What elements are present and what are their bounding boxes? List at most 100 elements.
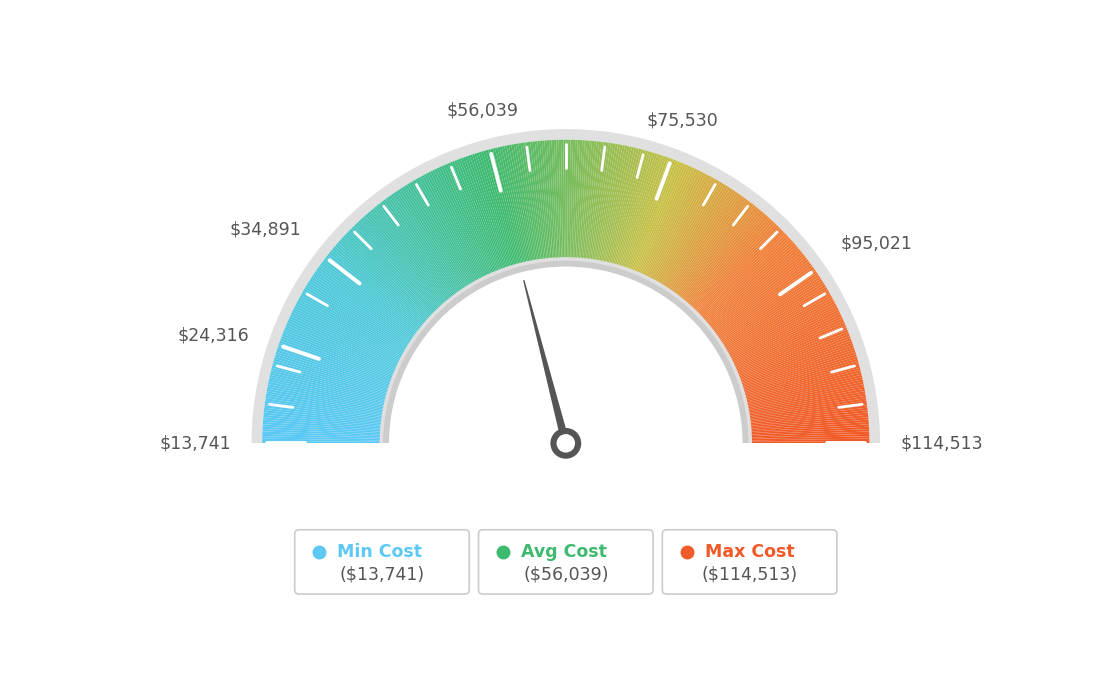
Wedge shape xyxy=(401,187,467,288)
Wedge shape xyxy=(507,145,531,262)
Wedge shape xyxy=(595,144,616,261)
Wedge shape xyxy=(740,340,852,382)
Wedge shape xyxy=(546,140,555,259)
Wedge shape xyxy=(422,175,479,281)
Wedge shape xyxy=(729,299,835,357)
Wedge shape xyxy=(263,422,381,432)
Wedge shape xyxy=(713,259,808,333)
Wedge shape xyxy=(380,257,752,443)
Wedge shape xyxy=(351,227,436,313)
Wedge shape xyxy=(433,170,486,277)
Wedge shape xyxy=(723,285,826,348)
Wedge shape xyxy=(750,413,868,426)
Wedge shape xyxy=(542,141,553,259)
Wedge shape xyxy=(269,377,385,404)
Wedge shape xyxy=(633,160,678,271)
Wedge shape xyxy=(511,144,534,262)
Wedge shape xyxy=(272,366,388,397)
Wedge shape xyxy=(354,224,438,310)
Wedge shape xyxy=(269,375,385,403)
Wedge shape xyxy=(403,186,468,287)
Wedge shape xyxy=(751,439,869,442)
Wedge shape xyxy=(572,140,577,259)
Wedge shape xyxy=(263,441,381,443)
Wedge shape xyxy=(329,252,423,328)
Wedge shape xyxy=(712,257,807,331)
Wedge shape xyxy=(731,306,837,361)
Wedge shape xyxy=(612,149,644,264)
Wedge shape xyxy=(424,174,480,280)
Wedge shape xyxy=(637,163,684,273)
Wedge shape xyxy=(372,208,449,301)
Wedge shape xyxy=(383,199,456,295)
Wedge shape xyxy=(741,347,854,386)
Wedge shape xyxy=(730,304,837,359)
Wedge shape xyxy=(310,277,411,343)
Wedge shape xyxy=(347,232,433,315)
Wedge shape xyxy=(350,228,435,313)
Wedge shape xyxy=(308,281,410,346)
Wedge shape xyxy=(286,323,396,371)
Text: ($56,039): ($56,039) xyxy=(523,566,608,584)
Wedge shape xyxy=(587,142,604,259)
Wedge shape xyxy=(276,352,390,389)
Wedge shape xyxy=(702,237,790,319)
Wedge shape xyxy=(534,141,549,259)
Wedge shape xyxy=(447,163,495,273)
Wedge shape xyxy=(412,181,473,284)
Wedge shape xyxy=(265,398,383,417)
Wedge shape xyxy=(264,405,382,422)
Wedge shape xyxy=(289,316,397,367)
Wedge shape xyxy=(490,148,521,264)
Wedge shape xyxy=(268,382,384,407)
Wedge shape xyxy=(391,194,460,292)
Wedge shape xyxy=(321,261,417,333)
Wedge shape xyxy=(734,316,842,367)
Wedge shape xyxy=(278,343,391,384)
Wedge shape xyxy=(744,361,859,395)
Wedge shape xyxy=(719,273,818,341)
Wedge shape xyxy=(660,182,722,285)
Wedge shape xyxy=(744,366,860,397)
Wedge shape xyxy=(646,170,699,277)
Wedge shape xyxy=(295,306,401,361)
Wedge shape xyxy=(606,147,635,263)
Wedge shape xyxy=(431,170,485,278)
Wedge shape xyxy=(597,144,620,262)
Wedge shape xyxy=(530,141,545,259)
Wedge shape xyxy=(561,140,564,258)
Wedge shape xyxy=(686,213,765,304)
Wedge shape xyxy=(740,338,851,381)
Wedge shape xyxy=(358,220,440,308)
Wedge shape xyxy=(725,291,829,352)
Wedge shape xyxy=(481,151,516,266)
Wedge shape xyxy=(576,140,585,259)
Wedge shape xyxy=(699,232,785,315)
Wedge shape xyxy=(725,289,828,351)
Wedge shape xyxy=(552,140,559,259)
Wedge shape xyxy=(263,431,381,437)
Wedge shape xyxy=(521,143,540,260)
Wedge shape xyxy=(720,275,819,342)
Text: ($13,741): ($13,741) xyxy=(339,566,425,584)
Wedge shape xyxy=(582,141,594,259)
Circle shape xyxy=(551,428,581,459)
Wedge shape xyxy=(648,172,703,279)
Wedge shape xyxy=(277,347,391,386)
Wedge shape xyxy=(751,426,869,435)
Wedge shape xyxy=(700,234,787,317)
Text: $56,039: $56,039 xyxy=(446,101,519,119)
Wedge shape xyxy=(743,359,858,393)
Wedge shape xyxy=(639,165,689,274)
Wedge shape xyxy=(328,253,422,329)
Wedge shape xyxy=(704,243,795,322)
Wedge shape xyxy=(611,148,641,264)
Wedge shape xyxy=(265,401,383,419)
Wedge shape xyxy=(458,159,501,270)
Wedge shape xyxy=(747,386,864,410)
Wedge shape xyxy=(323,259,418,333)
Wedge shape xyxy=(407,184,470,286)
Wedge shape xyxy=(348,230,434,315)
Wedge shape xyxy=(726,293,830,353)
Text: Avg Cost: Avg Cost xyxy=(521,544,606,562)
